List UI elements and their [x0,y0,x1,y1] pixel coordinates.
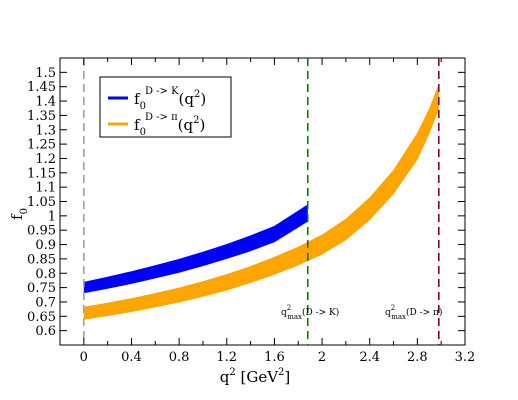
legend: f0D -> K(q2) f0D -> π(q2) [99,76,232,138]
x-tick-label: 1.6 [264,350,285,365]
y-tick-label: 1 [48,209,56,224]
y-tick-label: 1.3 [35,123,56,138]
y-tick-label: 1.05 [27,195,56,210]
band-series-1 [83,83,439,320]
x-tick-label: 0 [80,350,88,365]
y-tick-label: 1.45 [27,80,56,95]
bands-layer [83,83,439,320]
y-tick-label: 1.4 [35,95,56,110]
y-tick-label: 0.65 [27,310,56,325]
legend-box [99,76,232,138]
x-tick-label: 1.2 [216,350,237,365]
x-axis-title: q2 [GeV2] [220,367,291,386]
qmax-dpi-label: q2 max(D -> π) [385,304,442,321]
x-tick-label: 0.8 [169,350,190,365]
y-tick-label: 0.6 [35,324,56,339]
y-tick-label: 1.35 [27,109,56,124]
y-tick-label: 0.85 [27,252,56,267]
x-tick-label: 2 [318,350,326,365]
y-tick-label: 0.7 [35,295,56,310]
y-tick-label: 0.95 [27,224,56,239]
x-tick-label: 0.4 [121,350,142,365]
vlines-layer [83,58,440,345]
ticks-layer [60,58,466,345]
y-tick-label: 0.75 [27,281,56,296]
legend-label-dpi: f0D -> π(q2) [134,112,205,138]
y-tick-label: 0.9 [35,238,56,253]
x-tick-label: 2.4 [359,350,380,365]
band-series-0 [83,204,308,294]
qmax-dk-label: q2 max(D -> K) [281,304,339,321]
x-tick-label: 3.2 [455,350,476,365]
legend-label-dk: f0D -> K(q2) [134,86,206,112]
y-tick-label: 1.5 [35,66,56,81]
y-tick-label: 0.8 [35,267,56,282]
y-tick-label: 1.25 [27,138,56,153]
labels-layer: 0 0.4 0.8 1.2 1.6 2 2.4 2.8 3.20.60.650.70.750.8… [27,66,475,365]
y-tick-label: 1.2 [35,152,56,167]
y-tick-label: 1.15 [27,166,56,181]
y-tick-label: 1.1 [35,181,56,196]
x-tick-label: 2.8 [407,350,428,365]
y-axis-title: f0 [8,208,30,220]
